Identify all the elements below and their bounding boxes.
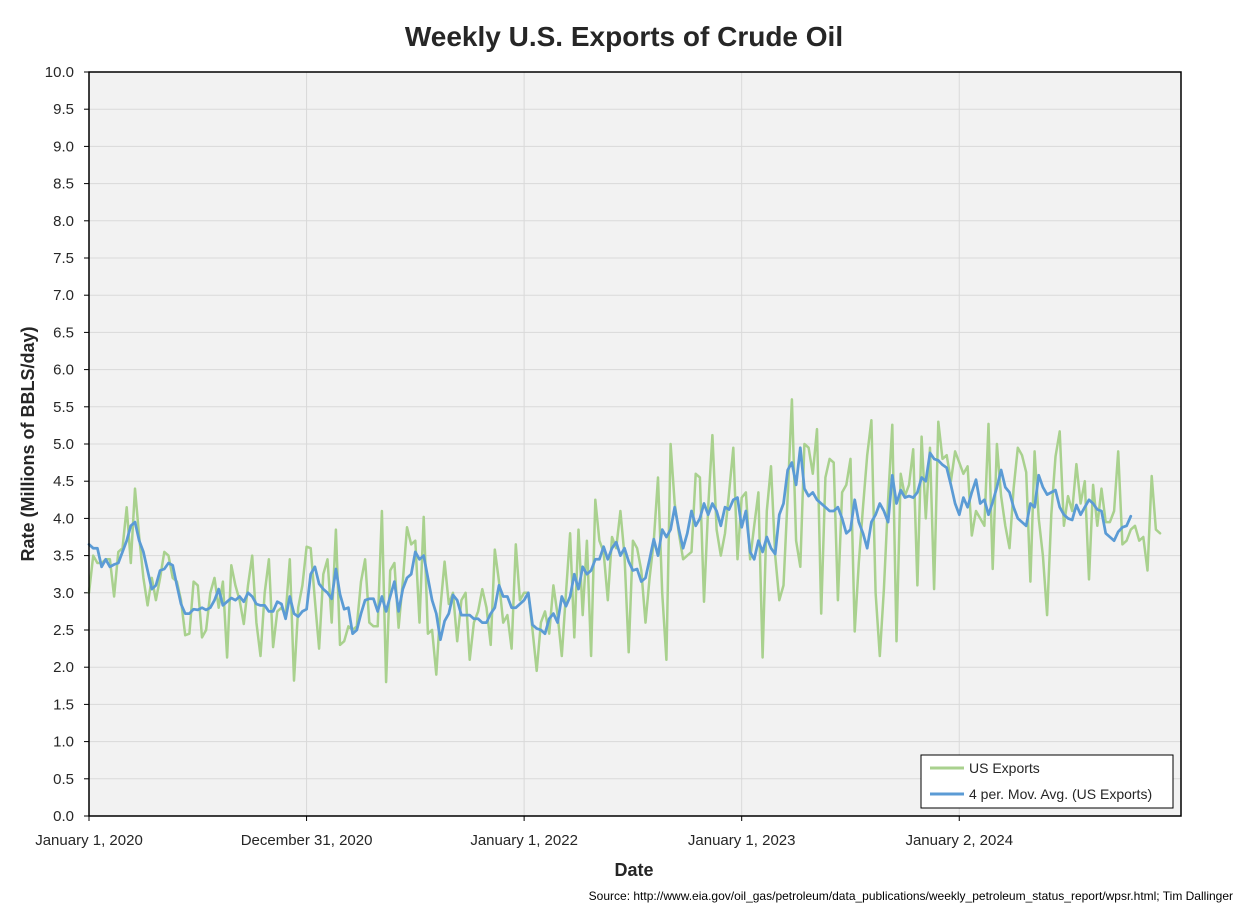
y-tick-label: 8.5 (53, 176, 74, 193)
y-tick-label: 0.5 (53, 771, 74, 788)
y-tick-label: 2.0 (53, 659, 74, 676)
legend: US Exports 4 per. Mov. Avg. (US Exports) (920, 754, 1174, 809)
x-axis-title: Date (614, 860, 653, 880)
x-tick-label: December 31, 2020 (241, 832, 373, 849)
chart-title: Weekly U.S. Exports of Crude Oil (405, 21, 843, 52)
y-tick-label: 9.0 (53, 138, 74, 155)
source-note: Source: http://www.eia.gov/oil_gas/petro… (589, 889, 1233, 903)
y-tick-label: 6.0 (53, 362, 74, 379)
x-tick-label: January 1, 2022 (470, 832, 578, 849)
x-tick-label: January 1, 2023 (688, 832, 796, 849)
y-tick-label: 7.0 (53, 287, 74, 304)
y-tick-label: 7.5 (53, 250, 74, 267)
y-tick-label: 5.5 (53, 399, 74, 416)
x-tick-label: January 2, 2024 (905, 832, 1013, 849)
y-tick-label: 8.0 (53, 213, 74, 230)
y-tick-label: 4.5 (53, 473, 74, 490)
x-tick-label: January 1, 2020 (35, 832, 143, 849)
y-tick-label: 3.0 (53, 585, 74, 602)
plot-border (88, 71, 1182, 817)
y-tick-label: 1.5 (53, 696, 74, 713)
y-tick-label: 0.0 (53, 808, 74, 825)
y-axis-title: Rate (Millions of BBLS/day) (18, 326, 38, 561)
legend-box (920, 754, 1174, 809)
y-axis-ticks: 0.0 0.5 1.0 1.5 2.0 2.5 3.0 3.5 4.0 4.5 5.0 5.5 6.0 6… (45, 64, 89, 825)
gridlines (89, 71, 1181, 817)
y-tick-label: 3.5 (53, 548, 74, 565)
y-tick-label: 1.0 (53, 734, 74, 751)
series-line-moving-average (87, 446, 1133, 642)
legend-label-us-exports: US Exports (969, 760, 1040, 776)
y-tick-label: 9.5 (53, 101, 74, 118)
series-line-us-exports (87, 398, 1162, 684)
y-tick-label: 4.0 (53, 510, 74, 527)
legend-label-moving-average: 4 per. Mov. Avg. (US Exports) (969, 786, 1152, 802)
y-tick-label: 10.0 (45, 64, 74, 81)
y-tick-label: 2.5 (53, 622, 74, 639)
x-axis-ticks: January 1, 2020 December 31, 2020 January … (35, 816, 1013, 849)
series-lines (87, 398, 1162, 684)
y-tick-label: 6.5 (53, 324, 74, 341)
y-tick-label: 5.0 (53, 436, 74, 453)
